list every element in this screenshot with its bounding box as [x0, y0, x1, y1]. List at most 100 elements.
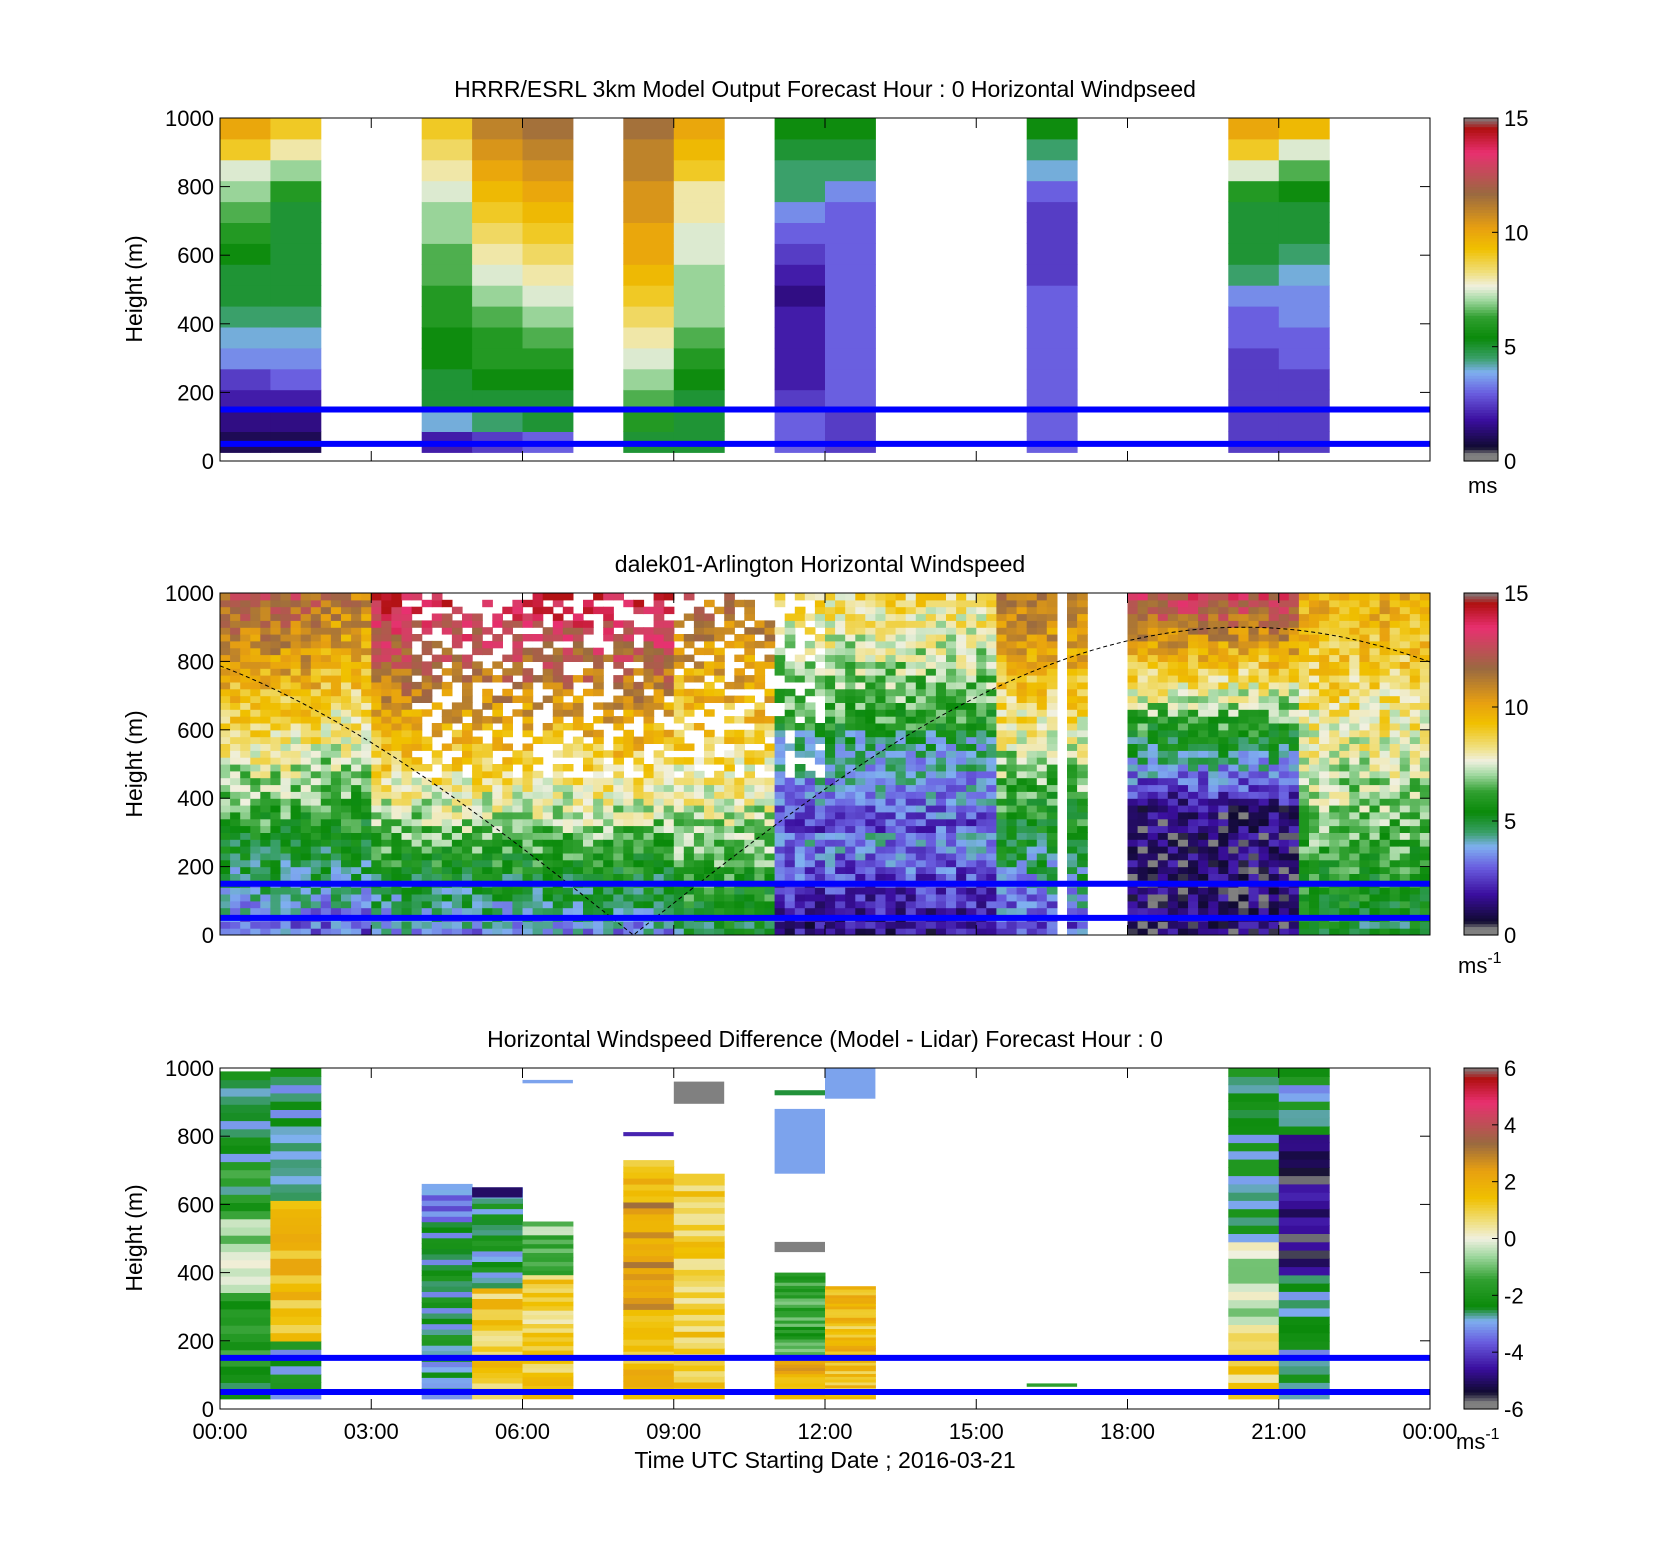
heatmap-cell: [391, 661, 403, 669]
heatmap-cell: [310, 702, 322, 710]
heatmap-cell: [1278, 757, 1290, 765]
heatmap-cell: [804, 846, 816, 854]
heatmap-cell: [613, 695, 624, 703]
heatmap-cell: [1137, 729, 1149, 738]
heatmap-cell: [451, 852, 463, 861]
heatmap-cell: [825, 640, 836, 649]
heatmap-cell: [230, 825, 241, 833]
heatmap-cell: [411, 729, 423, 738]
heatmap-cell: [1278, 709, 1290, 717]
colorbar-swatch: [1464, 229, 1498, 233]
heatmap-cell: [451, 928, 463, 935]
heatmap-cell: [905, 784, 917, 792]
heatmap-cell: [764, 627, 776, 635]
heatmap-cell: [270, 743, 282, 751]
heatmap-cell: [1046, 620, 1058, 628]
heatmap-cell: [986, 723, 997, 731]
heatmap-cell: [845, 702, 856, 710]
colorbar-swatch: [1464, 338, 1498, 342]
heatmap-cell: [623, 900, 634, 909]
colorbar-swatch: [1464, 212, 1498, 216]
heatmap-cell: [1137, 606, 1149, 615]
heatmap-cell: [552, 805, 564, 813]
heatmap-cell: [804, 928, 816, 935]
heatmap-cell: [593, 832, 604, 840]
heatmap-cell: [784, 702, 796, 710]
heatmap-cell: [583, 921, 594, 929]
heatmap-cell: [683, 675, 695, 683]
heatmap-cell: [280, 688, 292, 697]
heatmap-cell: [230, 647, 241, 656]
heatmap-cell: [885, 805, 897, 813]
heatmap-cell: [1167, 928, 1179, 935]
heatmap-cell: [935, 798, 947, 806]
heatmap-cell: [270, 777, 282, 786]
colorbar-swatch: [1464, 186, 1498, 191]
heatmap-cell: [1188, 750, 1199, 758]
heatmap-cell: [643, 709, 655, 717]
heatmap-cell: [744, 770, 755, 779]
heatmap-cell: [1137, 770, 1149, 779]
heatmap-cell: [220, 750, 231, 758]
heatmap-cell: [865, 764, 876, 772]
heatmap-cell: [260, 593, 271, 601]
heatmap-cell: [915, 764, 927, 772]
heatmap-cell: [956, 859, 967, 868]
heatmap-cell: [583, 900, 594, 909]
heatmap-cell: [290, 832, 302, 840]
heatmap-cell: [905, 777, 917, 786]
heatmap-cell: [280, 859, 292, 868]
heatmap-cell: [391, 599, 403, 608]
heatmap-cell: [270, 620, 282, 628]
heatmap-cell: [976, 640, 987, 649]
heatmap-cell: [562, 750, 574, 758]
heatmap-cell: [220, 222, 271, 244]
heatmap-cell: [714, 654, 725, 662]
heatmap-cell: [653, 640, 665, 649]
heatmap-cell: [845, 729, 856, 738]
heatmap-cell: [290, 784, 302, 792]
heatmap-cell: [1127, 832, 1139, 840]
heatmap-cell: [885, 654, 897, 662]
heatmap-cell: [724, 606, 735, 615]
heatmap-cell: [341, 695, 352, 703]
heatmap-cell: [1167, 668, 1179, 676]
heatmap-cell: [835, 811, 846, 820]
heatmap-cell: [220, 647, 231, 656]
heatmap-cell: [1268, 668, 1280, 676]
heatmap-cell: [663, 873, 675, 881]
heatmap-cell: [814, 613, 826, 621]
heatmap-cell: [310, 593, 322, 601]
heatmap-cell: [1006, 866, 1018, 874]
heatmap-cell: [663, 839, 675, 847]
heatmap-cell: [693, 647, 705, 656]
heatmap-cell: [865, 695, 876, 703]
heatmap-cell: [552, 681, 564, 690]
heatmap-cell: [804, 770, 816, 779]
heatmap-cell: [472, 805, 483, 813]
heatmap-cell: [1137, 695, 1149, 703]
heatmap-cell: [250, 695, 261, 703]
heatmap-cell: [603, 805, 614, 813]
heatmap-cell: [341, 606, 352, 615]
colorbar-swatch: [1464, 323, 1498, 328]
heatmap-cell: [1278, 825, 1290, 833]
heatmap-cell: [925, 675, 937, 683]
heatmap-cell: [351, 839, 362, 847]
heatmap-cell: [1188, 613, 1199, 621]
heatmap-cell: [290, 805, 302, 813]
heatmap-cell: [472, 791, 483, 799]
heatmap-cell: [1147, 818, 1159, 827]
colorbar-tick-label: 0: [1504, 449, 1516, 474]
heatmap-cell: [371, 709, 382, 717]
heatmap-cell: [431, 873, 443, 881]
heatmap-cell: [310, 606, 322, 615]
heatmap-cell: [401, 620, 413, 628]
heatmap-cell: [895, 695, 907, 703]
heatmap-cell: [663, 859, 675, 868]
heatmap-cell: [381, 900, 392, 909]
heatmap-cell: [784, 798, 796, 806]
heatmap-cell: [915, 832, 927, 840]
heatmap-cell: [643, 716, 655, 724]
heatmap-cell: [532, 852, 544, 861]
